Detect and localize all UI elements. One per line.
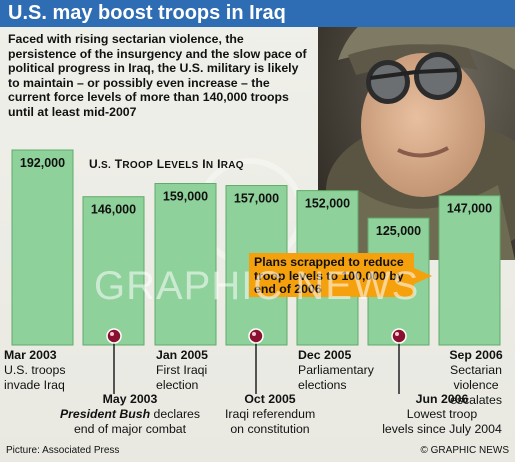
- event-line: levels since July 2004: [382, 422, 502, 436]
- brand-credit: © GRAPHIC NEWS: [420, 445, 510, 456]
- event-line: President Bush declares: [59, 407, 201, 421]
- event-line: Parliamentary: [298, 363, 374, 377]
- event-line: Lowest troop: [406, 407, 478, 421]
- intro-text: Faced with rising sectarian violence, th…: [8, 32, 307, 119]
- headline-bar: U.S. may boost troops in Iraq: [0, 0, 515, 27]
- event-line: Sectarian: [450, 363, 502, 377]
- photo-credit: Picture: Associated Press: [6, 445, 120, 456]
- event-line: on constitution: [230, 422, 310, 436]
- watermark-text: GRAPHIC NEWS: [94, 264, 420, 308]
- event-date: Sep 2006: [449, 348, 503, 362]
- chart-title: U.S. TROOP LEVELS IN IRAQ: [89, 157, 244, 171]
- event-line: U.S. troops: [4, 363, 66, 377]
- event-marker-highlight: [252, 332, 256, 336]
- event-line: First Iraqi: [156, 363, 208, 377]
- event-marker-highlight: [110, 332, 114, 336]
- event-line: Iraqi referendum: [225, 407, 316, 421]
- bar-value-label: 146,000: [91, 203, 136, 217]
- event-marker-icon: [391, 328, 407, 344]
- event-date: Dec 2005: [298, 348, 352, 362]
- event-line: escalates: [450, 393, 502, 407]
- event-date: Jun 2006: [415, 392, 469, 406]
- event-line: invade Iraq: [4, 378, 65, 392]
- event-line: elections: [298, 378, 347, 392]
- event-annotation: Dec 2005 Parliamentary elections: [298, 348, 374, 393]
- callout-pointer: [414, 268, 432, 284]
- event-annotation: May 2003 President Bush declares end of …: [32, 392, 228, 437]
- bar-value-label: 192,000: [20, 156, 65, 170]
- event-annotation: Jan 2005 First Iraqi election: [156, 348, 208, 393]
- callout-text: Plans scrapped to reduce troop levels to…: [254, 255, 404, 296]
- bar-value-label: 147,000: [447, 202, 492, 216]
- event-line: violence: [453, 378, 499, 392]
- callout-box: Plans scrapped to reduce troop levels to…: [249, 253, 414, 297]
- event-marker-icon: [106, 328, 122, 344]
- bar-value-label: 157,000: [234, 192, 279, 206]
- bar-mar-2003: [11, 149, 74, 346]
- bar-value-label: 152,000: [305, 197, 350, 211]
- event-date: Mar 2003: [4, 348, 57, 362]
- event-annotation: Sep 2006 Sectarian violence escalates: [440, 348, 512, 408]
- event-marker-icon: [248, 328, 264, 344]
- event-annotation: Jun 2006 Lowest troop levels since July …: [368, 392, 515, 437]
- event-date: Jan 2005: [156, 348, 208, 362]
- bar-value-label: 159,000: [163, 190, 208, 204]
- event-date: Oct 2005: [244, 392, 296, 406]
- event-line: end of major combat: [73, 422, 187, 436]
- event-line: election: [156, 378, 199, 392]
- event-annotation: Mar 2003 U.S. troops invade Iraq: [4, 348, 66, 393]
- event-annotation: Oct 2005 Iraqi referendum on constitutio…: [225, 392, 315, 437]
- event-marker-highlight: [395, 332, 399, 336]
- event-date: May 2003: [102, 392, 158, 406]
- headline: U.S. may boost troops in Iraq: [8, 2, 286, 24]
- bar-sep-2006: [438, 195, 501, 346]
- bar-value-label: 125,000: [376, 224, 421, 238]
- bar-jan-2005: [154, 183, 217, 346]
